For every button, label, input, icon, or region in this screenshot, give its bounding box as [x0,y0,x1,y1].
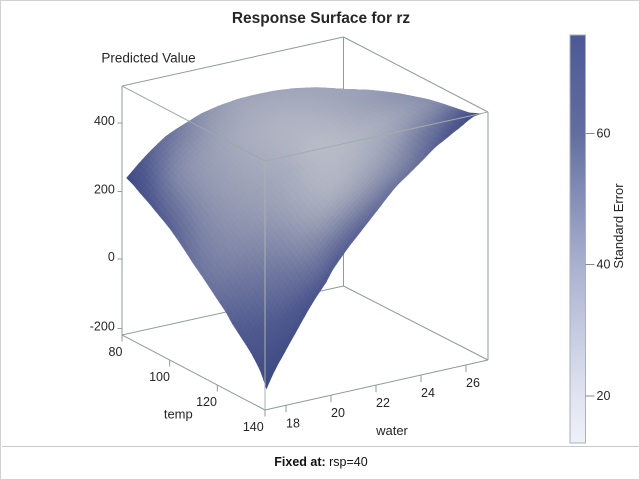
svg-text:22: 22 [376,396,390,410]
svg-text:water: water [375,423,408,438]
svg-text:60: 60 [597,127,611,141]
svg-text:140: 140 [243,420,264,434]
svg-text:temp: temp [164,407,193,422]
svg-text:-200: -200 [90,320,115,334]
svg-text:Predicted Value: Predicted Value [101,51,195,66]
svg-text:Fixed at: rsp=40: Fixed at: rsp=40 [274,455,367,469]
svg-text:40: 40 [597,258,611,272]
svg-text:26: 26 [466,376,480,390]
svg-text:100: 100 [149,370,170,384]
svg-text:80: 80 [109,345,123,359]
svg-text:400: 400 [94,114,115,128]
svg-text:Response Surface for rz: Response Surface for rz [232,10,411,27]
svg-text:Standard Error: Standard Error [611,183,626,269]
svg-text:20: 20 [331,406,345,420]
svg-text:20: 20 [597,389,611,403]
svg-text:24: 24 [421,386,435,400]
svg-text:0: 0 [108,250,115,264]
svg-text:120: 120 [196,395,217,409]
svg-text:200: 200 [94,183,115,197]
svg-text:18: 18 [286,416,300,430]
